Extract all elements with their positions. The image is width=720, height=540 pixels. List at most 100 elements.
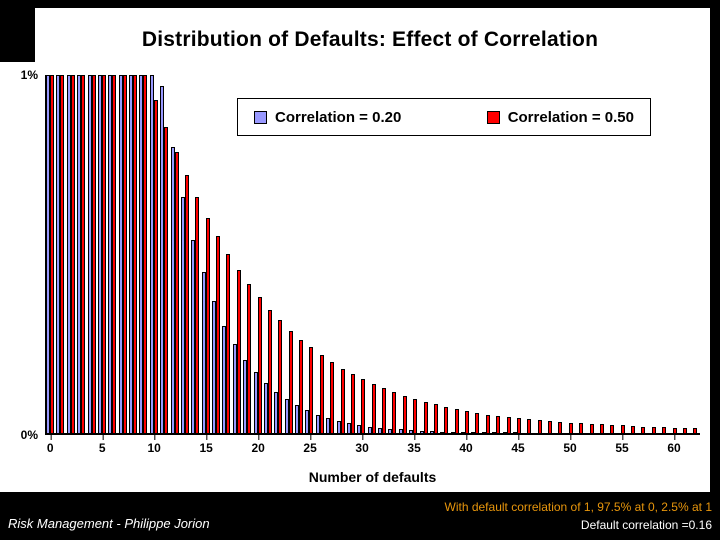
bar-series-2	[402, 395, 407, 433]
bar-group	[679, 75, 689, 433]
bar-series-2	[91, 75, 96, 433]
bar-series-2	[195, 196, 200, 433]
bar-group	[512, 75, 523, 433]
bar-series-1	[492, 432, 497, 433]
bar-group	[97, 75, 108, 433]
bar-group	[118, 75, 129, 433]
bar-group	[617, 75, 627, 433]
bar-series-2	[579, 423, 584, 433]
bar-group	[450, 75, 461, 433]
bar-series-1	[160, 85, 165, 433]
bar-group	[149, 75, 160, 433]
chart-title: Distribution of Defaults: Effect of Corr…	[141, 28, 599, 51]
bar-group	[243, 75, 253, 433]
bar-series-2	[361, 379, 366, 433]
bar-group	[471, 75, 481, 433]
bar-group	[87, 75, 98, 433]
legend-swatch-series1	[254, 110, 267, 124]
bar-group	[180, 75, 191, 433]
bar-series-1	[409, 430, 414, 433]
bar-series-2	[340, 368, 345, 433]
bar-series-2	[423, 401, 428, 433]
bar-series-1	[440, 431, 445, 433]
y-axis-tick-1pct: 1%	[20, 68, 38, 82]
legend-label-series1: Correlation = 0.20	[275, 108, 402, 126]
x-axis-tick-label: 35	[407, 435, 421, 455]
bar-series-2	[651, 426, 656, 433]
bar-series-2	[527, 419, 532, 433]
x-axis-tick-label: 15	[199, 435, 213, 455]
bar-series-1	[326, 417, 331, 433]
x-axis-tick-label: 25	[303, 435, 317, 455]
bar-series-1	[512, 432, 517, 433]
bar-series-1	[481, 432, 486, 433]
bar-series-2	[516, 417, 521, 433]
bar-series-1	[222, 325, 227, 433]
bar-group	[461, 75, 471, 433]
bar-series-2	[81, 75, 86, 433]
bar-series-1	[118, 75, 123, 433]
bar-series-1	[502, 432, 507, 433]
bar-series-2	[267, 309, 272, 433]
bar-group	[627, 75, 637, 433]
bar-group	[66, 75, 77, 433]
bar-group	[263, 75, 274, 433]
bar-group	[502, 75, 513, 433]
bar-series-2	[693, 428, 698, 433]
bar-group	[658, 75, 668, 433]
bar-series-2	[299, 339, 303, 433]
bar-series-2	[599, 424, 604, 433]
bar-group	[326, 75, 336, 433]
bar-series-2	[122, 75, 127, 433]
bar-series-1	[149, 75, 154, 433]
bar-group	[492, 75, 502, 433]
bar-series-1	[66, 75, 71, 433]
bar-group	[295, 75, 305, 433]
bar-group	[606, 75, 616, 433]
bar-group	[378, 75, 388, 433]
bar-group	[108, 75, 118, 433]
x-axis-tick-label: 0	[46, 435, 54, 455]
bar-group	[440, 75, 450, 433]
bar-series-1	[461, 431, 465, 433]
bar-series-2	[143, 75, 148, 433]
legend-swatch-series2	[486, 110, 500, 124]
footer-author: Risk Management - Philippe Jorion	[8, 516, 210, 531]
x-axis-tick-label: 20	[251, 435, 265, 455]
bar-group	[191, 75, 201, 433]
bar-series-2	[610, 425, 615, 433]
bar-series-2	[216, 236, 220, 433]
bar-series-1	[357, 424, 362, 433]
bar-group	[544, 75, 554, 433]
bar-group	[346, 75, 357, 433]
bar-group	[357, 75, 367, 433]
bar-series-2	[589, 424, 594, 433]
bar-group	[534, 75, 544, 433]
bar-series-2	[496, 416, 501, 433]
bar-series-1	[253, 372, 258, 433]
x-axis-title: Number of defaults	[308, 469, 437, 485]
bar-series-2	[433, 404, 438, 433]
bar-series-1	[212, 300, 216, 433]
bar-series-2	[174, 151, 179, 433]
bar-series-1	[201, 271, 206, 433]
bar-group	[429, 75, 440, 433]
bar-series-2	[620, 425, 625, 433]
bar-series-2	[278, 320, 283, 433]
x-axis-tick-label: 60	[667, 435, 681, 455]
bar-series-2	[164, 126, 169, 433]
bar-series-2	[309, 347, 314, 433]
x-axis-tick-label: 50	[563, 435, 577, 455]
legend-entry-correlation-050: Correlation = 0.50	[486, 109, 634, 126]
y-axis-tick-0pct: 0%	[20, 428, 38, 442]
x-axis-tick-label: 5	[98, 435, 106, 455]
x-axis-tick-label: 55	[615, 435, 629, 455]
bar-series-2	[382, 388, 386, 433]
bar-group	[253, 75, 264, 433]
bar-group	[336, 75, 347, 433]
x-axis-tick-label: 40	[459, 435, 473, 455]
chart-panel: Distribution of Defaults: Effect of Corr…	[0, 8, 710, 492]
bar-series-2	[184, 175, 189, 433]
bar-group	[388, 75, 398, 433]
